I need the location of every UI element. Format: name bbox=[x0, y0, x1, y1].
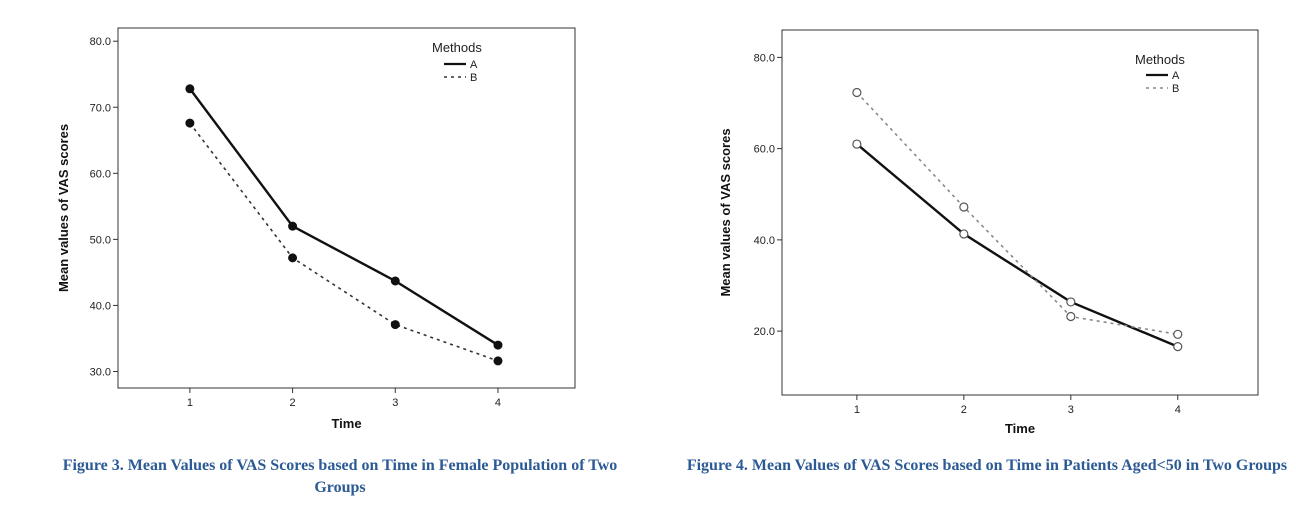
figure-3: 30.0 40.0 50.0 60.0 70.0 80.0 1 2 3 4 Time Mean val… bbox=[0, 0, 640, 524]
x-tick-label: 4 bbox=[1175, 404, 1181, 416]
data-point-b bbox=[390, 320, 400, 330]
x-tick-label: 1 bbox=[854, 404, 860, 416]
chart-figure-4: 20.0 40.0 60.0 80.0 1 2 3 4 Time Mean values of V… bbox=[718, 29, 1259, 436]
y-tick-label: 80.0 bbox=[90, 36, 111, 48]
data-point-a bbox=[959, 229, 969, 239]
data-point-b bbox=[493, 356, 503, 366]
figure-4: 20.0 40.0 60.0 80.0 1 2 3 4 Time Mean values of V… bbox=[648, 0, 1296, 524]
x-tick-label: 1 bbox=[187, 397, 193, 409]
legend-label-a: A bbox=[470, 59, 478, 71]
data-point-b bbox=[288, 253, 298, 263]
data-point-b bbox=[852, 87, 862, 98]
data-point-b bbox=[959, 202, 969, 212]
data-point-b bbox=[1066, 311, 1076, 322]
y-tick-label: 40.0 bbox=[90, 300, 111, 312]
data-point-a bbox=[852, 139, 862, 149]
series-line-a bbox=[856, 143, 1179, 348]
y-tick-label: 40.0 bbox=[754, 235, 775, 247]
data-point-a bbox=[1066, 297, 1076, 307]
data-point-b bbox=[185, 118, 195, 128]
x-axis-label: Time bbox=[331, 416, 361, 431]
y-tick-label: 60.0 bbox=[754, 144, 775, 156]
y-tick-label: 70.0 bbox=[90, 102, 111, 114]
x-tick-label: 2 bbox=[961, 404, 967, 416]
y-tick-label: 50.0 bbox=[90, 234, 111, 246]
y-tick-label: 80.0 bbox=[754, 52, 775, 64]
plot-frame bbox=[781, 29, 1259, 396]
y-tick-label: 20.0 bbox=[754, 326, 775, 338]
data-point-b bbox=[1173, 329, 1183, 339]
data-point-a bbox=[185, 84, 195, 94]
data-point-a bbox=[493, 340, 503, 350]
plot-frame bbox=[117, 27, 576, 389]
data-point-a bbox=[288, 221, 298, 231]
legend-label-b: B bbox=[470, 72, 477, 84]
x-tick-label: 3 bbox=[1068, 404, 1074, 416]
data-point-a bbox=[390, 276, 400, 286]
x-axis-label: Time bbox=[1005, 421, 1035, 436]
y-tick-label: 60.0 bbox=[90, 168, 111, 180]
figure-3-caption: Figure 3. Mean Values of VAS Scores base… bbox=[62, 457, 618, 496]
y-axis-label: Mean values of VAS scores bbox=[718, 128, 733, 296]
legend-label-b: B bbox=[1172, 83, 1179, 95]
series-line-b bbox=[189, 122, 499, 362]
y-axis-label: Mean values of VAS scores bbox=[56, 124, 71, 292]
chart-figure-3: 30.0 40.0 50.0 60.0 70.0 80.0 1 2 3 4 Time Mean val… bbox=[56, 27, 576, 431]
x-tick-label: 4 bbox=[495, 397, 501, 409]
legend-label-a: A bbox=[1172, 70, 1180, 82]
data-point-a bbox=[1173, 342, 1183, 352]
legend-title: Methods bbox=[1135, 52, 1185, 67]
series-line-b bbox=[856, 91, 1178, 336]
y-tick-label: 30.0 bbox=[90, 366, 111, 378]
legend-title: Methods bbox=[432, 40, 482, 55]
series-line-a bbox=[188, 88, 499, 347]
figure-4-caption: Figure 4. Mean Values of VAS Scores base… bbox=[686, 457, 1288, 474]
x-tick-label: 3 bbox=[392, 397, 398, 409]
x-tick-label: 2 bbox=[290, 397, 296, 409]
